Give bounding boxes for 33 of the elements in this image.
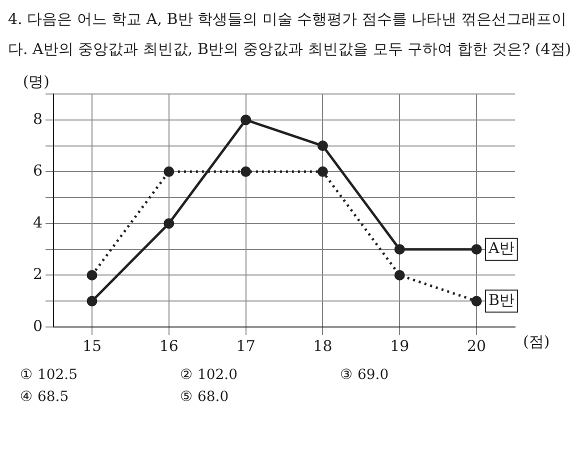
x-tick-label: 15 <box>82 336 102 355</box>
y-tick-label: 0 <box>32 316 43 335</box>
y-axis-title: (명) <box>22 72 50 90</box>
point <box>240 166 252 177</box>
text: ⑤ 68.0 <box>180 388 230 407</box>
point <box>164 166 174 177</box>
y-tick-label: 4 <box>32 213 43 232</box>
text: ④ 68.5 <box>20 388 70 407</box>
x-tick-label: 20 <box>467 336 486 355</box>
point <box>86 296 98 306</box>
series-label: B반 <box>488 291 515 309</box>
point <box>394 244 405 255</box>
y-tick-label: 2 <box>32 265 43 284</box>
text: ① 102.5 <box>20 366 79 385</box>
point <box>471 244 482 255</box>
text: ③ 69.0 <box>340 366 390 385</box>
point <box>317 166 328 177</box>
point <box>86 270 98 280</box>
chart-title: 4. 다음은 어느 학교 A, B반 학생들의 미술 수행평가 점수를 나타낸 꺾은선그래프이다. A반의 중앙값과 최빈값, B반의 중앙값과 최빈값을 모두 구하여 합한 것은? (4점) <box>7 9 572 60</box>
y-tick-label: 8 <box>32 110 43 128</box>
x-tick-label: 19 <box>390 336 410 355</box>
x-axis-title: (점) <box>523 332 550 350</box>
x-tick-label: 17 <box>236 336 256 355</box>
x-tick-label: 16 <box>159 336 178 355</box>
text: ② 102.0 <box>180 366 239 385</box>
point <box>240 114 252 126</box>
series-label: A반 <box>488 239 514 258</box>
x-tick-label: 18 <box>313 336 332 355</box>
point <box>471 296 482 306</box>
y-tick-label: 6 <box>32 162 43 180</box>
point <box>317 140 328 152</box>
point <box>394 270 405 280</box>
point <box>164 218 174 229</box>
